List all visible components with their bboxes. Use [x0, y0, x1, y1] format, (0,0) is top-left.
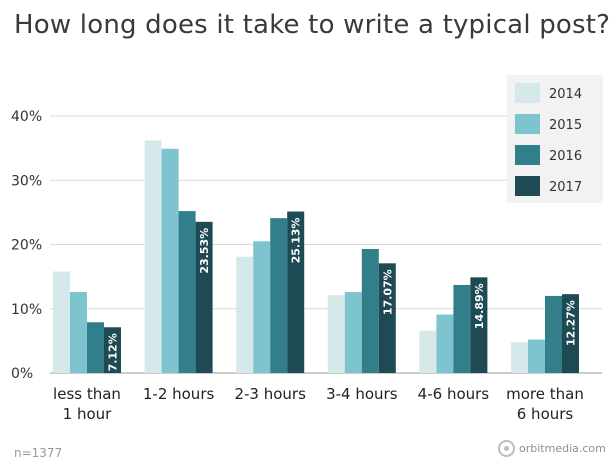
chart-title: How long does it take to write a typical…: [14, 10, 611, 40]
data-label-2: 25.13%: [290, 218, 303, 264]
bar-2015-1: [161, 148, 179, 373]
brand-logo: orbitmedia.com: [498, 440, 606, 457]
gridlines: [50, 115, 602, 374]
x-axis-categories: less than 1 hour 1-2 hours 2-3 hours 3-4 hou…: [53, 385, 584, 423]
category-label-line: 1-2 hours: [143, 385, 215, 403]
bar-2014-1: [144, 140, 162, 373]
bar-2014-0: [53, 271, 70, 373]
bar-2016-5: [545, 295, 562, 373]
orbit-logo-icon: [498, 440, 515, 457]
bar-2015-3: [344, 292, 362, 373]
bar-2017-4: [470, 277, 488, 373]
bar-2015-5: [528, 339, 545, 373]
bar-2016-4: [453, 284, 471, 373]
bar-2015-4: [436, 314, 454, 373]
category-label-line: more than: [506, 385, 584, 403]
bar-2017-5: [562, 294, 579, 373]
category-label: 2-3 hours: [234, 385, 306, 403]
legend-label-2016: 2016: [549, 149, 582, 164]
category-label: 1-2 hours: [143, 385, 215, 403]
y-tick-label: 30%: [11, 173, 42, 189]
legend-swatch-2016: [515, 145, 540, 165]
category-label-line: less than: [53, 385, 121, 403]
bar-2016-0: [87, 322, 104, 373]
category-label-line: 4-6 hours: [418, 385, 490, 403]
legend-label-2014: 2014: [549, 87, 582, 102]
bar-2014-3: [327, 295, 345, 373]
legend-swatch-2017: [515, 176, 540, 196]
category-label-line: 2-3 hours: [234, 385, 306, 403]
data-labels: 7.12% 23.53% 25.13% 17.07% 14.89% 12.27%: [107, 218, 578, 372]
bar-2015-2: [253, 241, 271, 373]
brand-text: orbitmedia.com: [519, 442, 606, 455]
bar-2017-0: [104, 327, 121, 373]
data-label-3: 17.07%: [381, 269, 394, 315]
y-axis-ticks: 0% 10% 20% 30% 40%: [11, 109, 42, 382]
category-label: 3-4 hours: [326, 385, 398, 403]
category-label: less than 1 hour: [53, 385, 121, 423]
bar-2017-2: [287, 211, 305, 373]
y-tick-label: 40%: [11, 109, 42, 125]
bars: [53, 140, 579, 373]
legend-swatch-2014: [515, 83, 540, 103]
y-tick-label: 10%: [11, 302, 42, 318]
category-label-line: 3-4 hours: [326, 385, 398, 403]
bar-2017-1: [195, 221, 213, 373]
bar-2014-5: [511, 342, 528, 373]
data-label-1: 23.53%: [198, 228, 211, 274]
bar-2015-0: [70, 292, 87, 373]
bar-2016-1: [178, 211, 196, 373]
bar-2017-3: [378, 263, 396, 373]
bar-2014-4: [419, 330, 437, 373]
legend: 2014 2015 2016 2017: [507, 75, 603, 203]
bar-2014-2: [236, 256, 254, 373]
data-label-5: 12.27%: [565, 300, 578, 346]
legend-label-2017: 2017: [549, 180, 582, 195]
y-tick-label: 0%: [11, 366, 33, 382]
category-label: more than 6 hours: [506, 385, 584, 423]
data-label-0: 7.12%: [107, 333, 120, 371]
legend-label-2015: 2015: [549, 118, 582, 133]
category-label: 4-6 hours: [418, 385, 490, 403]
bar-2016-2: [270, 218, 288, 373]
data-label-4: 14.89%: [473, 283, 486, 329]
y-tick-label: 20%: [11, 238, 42, 254]
legend-swatch-2015: [515, 114, 540, 134]
category-label-line: 1 hour: [63, 405, 113, 423]
sample-size-note: n=1377: [14, 446, 63, 460]
bar-2016-3: [361, 248, 379, 373]
category-label-line: 6 hours: [517, 405, 574, 423]
